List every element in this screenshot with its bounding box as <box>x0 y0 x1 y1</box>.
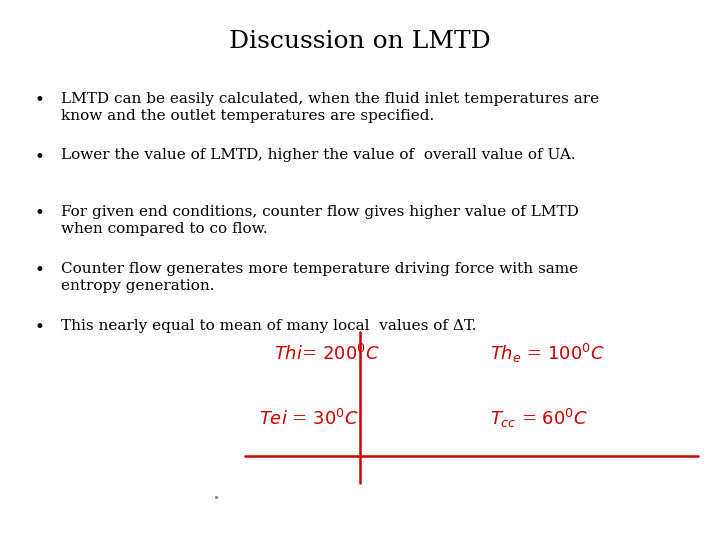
Text: •: • <box>35 148 45 165</box>
Text: For given end conditions, counter flow gives higher value of LMTD
when compared : For given end conditions, counter flow g… <box>61 205 579 237</box>
Text: $\mathit{T_{cc}}$ = $\mathit{60^0C}$: $\mathit{T_{cc}}$ = $\mathit{60^0C}$ <box>490 407 588 430</box>
Text: $\mathit{Th_e}$ = $\mathit{100^0C}$: $\mathit{Th_e}$ = $\mathit{100^0C}$ <box>490 342 604 365</box>
Text: Counter flow generates more temperature driving force with same
entropy generati: Counter flow generates more temperature … <box>61 262 578 293</box>
Text: $\mathit{Thi}$= $\mathit{200^0C}$: $\mathit{Thi}$= $\mathit{200^0C}$ <box>274 343 379 364</box>
Text: LMTD can be easily calculated, when the fluid inlet temperatures are
know and th: LMTD can be easily calculated, when the … <box>61 92 599 123</box>
Text: Discussion on LMTD: Discussion on LMTD <box>229 30 491 53</box>
Text: This nearly equal to mean of many local  values of ΔT.: This nearly equal to mean of many local … <box>61 319 477 333</box>
Text: •: • <box>35 319 45 335</box>
Text: $\mathit{Tei}$ = $\mathit{30^0C}$: $\mathit{Tei}$ = $\mathit{30^0C}$ <box>259 408 359 429</box>
Text: •: • <box>35 92 45 109</box>
Text: Lower the value of LMTD, higher the value of  overall value of UA.: Lower the value of LMTD, higher the valu… <box>61 148 576 163</box>
Text: •: • <box>35 205 45 222</box>
Text: •: • <box>35 262 45 279</box>
